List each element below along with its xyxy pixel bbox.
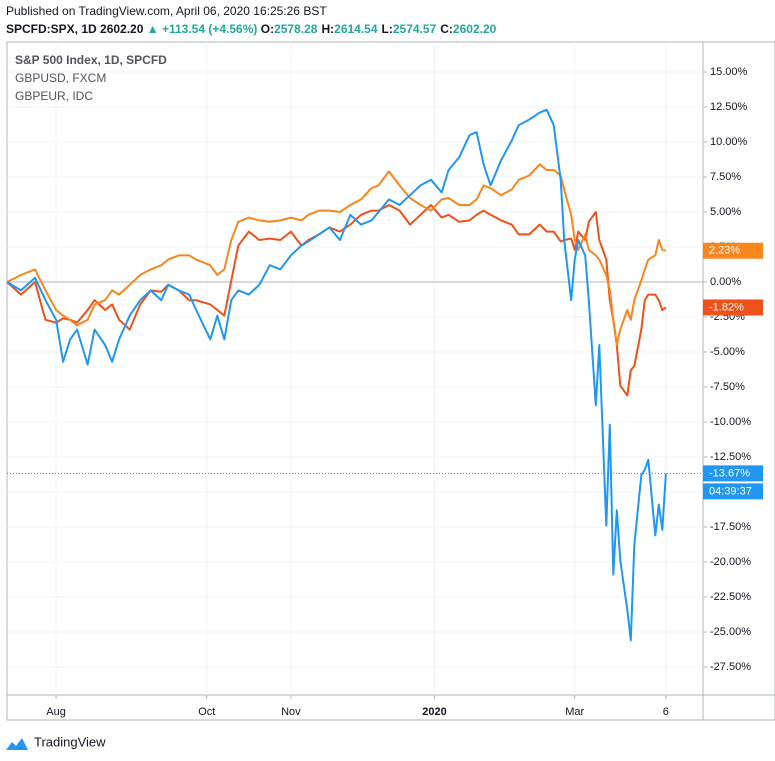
x-tick-label: Nov: [281, 706, 301, 718]
x-tick-label: Aug: [46, 706, 66, 718]
x-tick-label: Oct: [198, 706, 215, 718]
symbol: SPCFD:SPX, 1D: [6, 22, 97, 36]
field-label: L:: [381, 22, 393, 36]
y-tick-label: 15.00%: [710, 66, 748, 78]
series-line: [6, 204, 667, 397]
legend-entry: GBPUSD, FXCM: [15, 71, 106, 85]
y-tick-label: 0.00%: [710, 276, 741, 288]
field-value: 2614.54: [334, 22, 378, 36]
field-value: 2578.28: [274, 22, 318, 36]
field-label: H:: [321, 22, 335, 36]
last-value-box: [703, 299, 763, 316]
y-tick-label: -25.00%: [710, 626, 751, 638]
change: ▲ +113.54 (+4.56%): [146, 22, 258, 36]
last-value-label: -13.67%: [709, 467, 750, 479]
y-tick-label: -12.50%: [710, 451, 751, 463]
field-value: 2574.57: [392, 22, 437, 36]
x-tick-label: Mar: [565, 706, 584, 718]
logo: TradingView: [6, 734, 106, 750]
legend-entry: GBPEUR, IDC: [15, 89, 93, 103]
last-value-box: [703, 242, 763, 259]
logo-icon: [6, 738, 28, 750]
y-tick-label: -10.00%: [710, 416, 751, 428]
x-tick-label: 6: [663, 706, 669, 718]
y-tick-label: 7.50%: [710, 171, 741, 183]
ohlc-line: SPCFD:SPX, 1D 2602.20 ▲ +113.54 (+4.56%)…: [6, 22, 500, 36]
series-line: [6, 108, 667, 642]
x-tick-label: 2020: [422, 706, 446, 718]
last-value-box: [703, 465, 763, 482]
y-tick-label: 10.00%: [710, 136, 748, 148]
field-label: C:: [440, 22, 453, 36]
countdown-box: [703, 483, 763, 500]
brand: TradingView: [34, 734, 106, 749]
y-tick-label: -7.50%: [710, 381, 745, 393]
series-line: [6, 163, 667, 346]
countdown: 04:39:37: [709, 485, 752, 497]
grid: [7, 42, 703, 695]
last-value-label: 2.23%: [709, 245, 740, 257]
last-value-label: -1.82%: [709, 301, 744, 313]
last-price: 2602.20: [100, 22, 144, 36]
chart-frame: [6, 41, 775, 721]
y-tick-label: 5.00%: [710, 206, 741, 218]
y-tick-label: -17.50%: [710, 521, 751, 533]
y-tick-label: -22.50%: [710, 591, 751, 603]
y-tick-label: -27.50%: [710, 661, 751, 673]
published-note: Published on TradingView.com, April 06, …: [6, 4, 327, 18]
y-tick-label: 12.50%: [710, 101, 748, 113]
y-tick-label: -20.00%: [710, 556, 751, 568]
fields: O:2578.28 H:2614.54 L:2574.57 C:2602.20: [261, 22, 501, 36]
field-label: O:: [260, 22, 275, 36]
field-value: 2602.20: [452, 22, 497, 36]
y-tick-label: -5.00%: [710, 346, 745, 358]
legend-entry: S&P 500 Index, 1D, SPCFD: [15, 53, 167, 67]
